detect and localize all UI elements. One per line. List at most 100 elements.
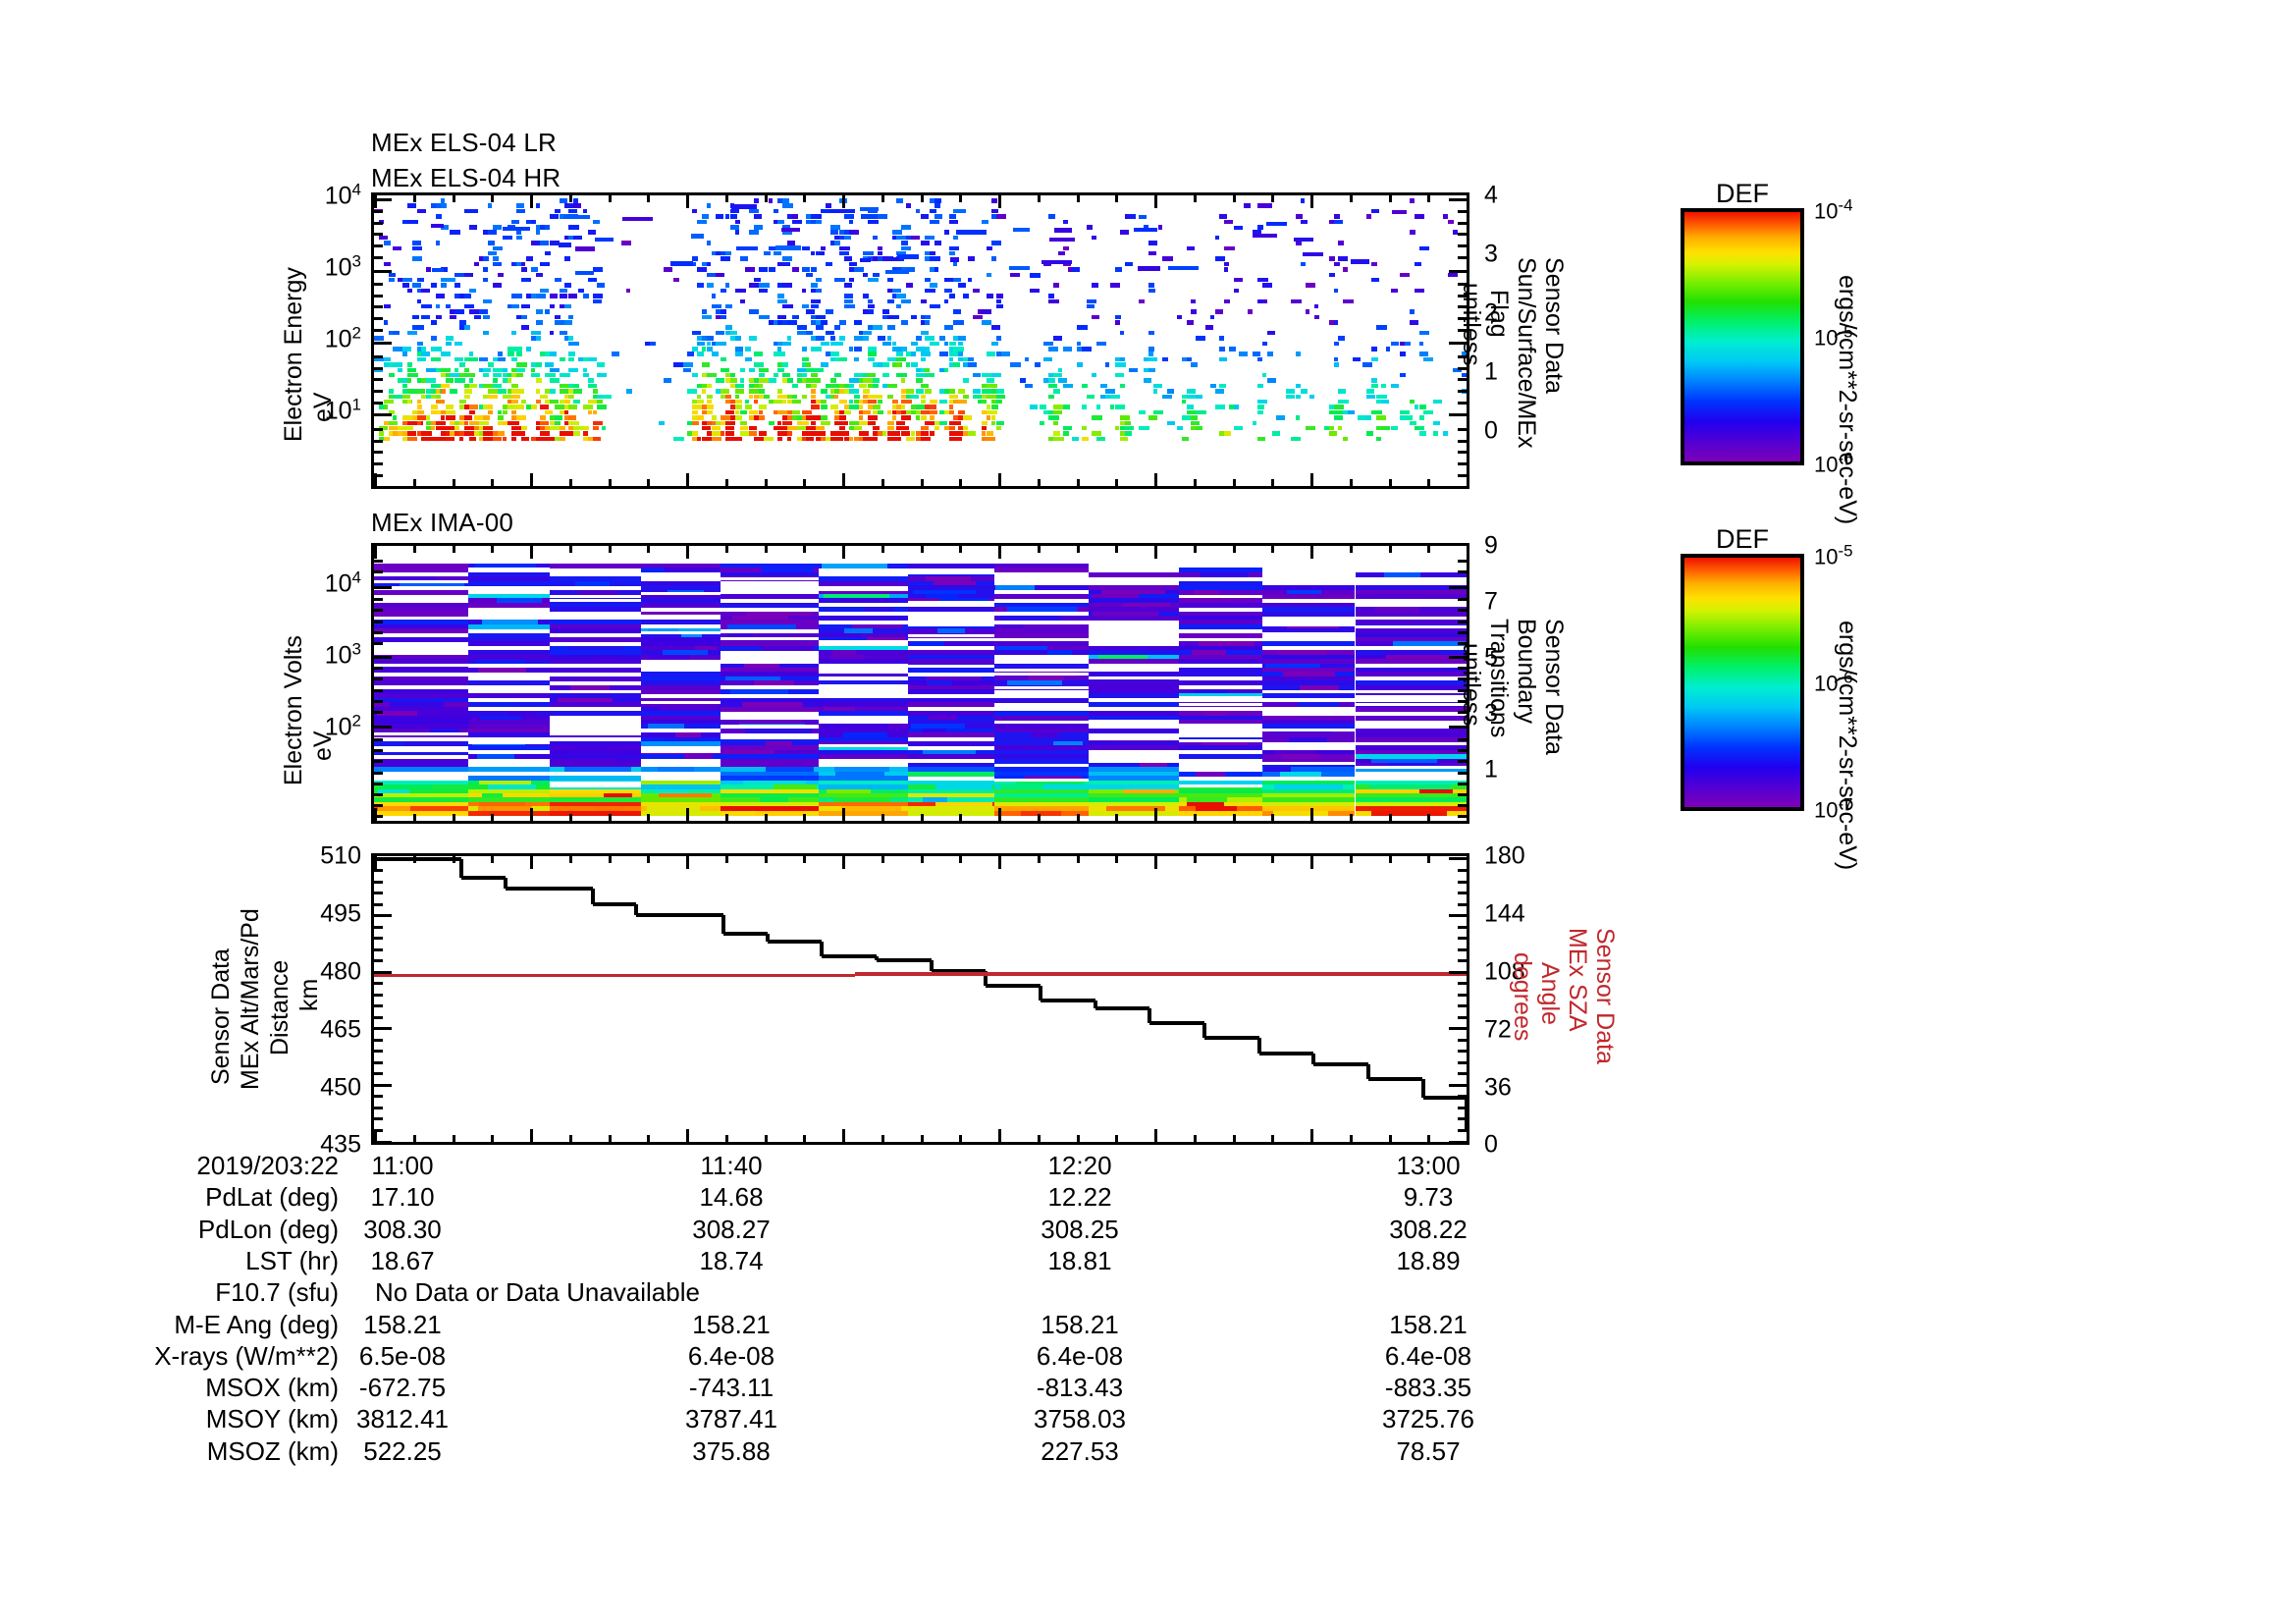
ima-data-cell-sub — [927, 680, 952, 686]
ima-data-cell-sub — [658, 767, 695, 773]
els-data-cell — [787, 394, 797, 400]
tick-bottom-minor — [803, 479, 807, 486]
tick-bottom-minor — [568, 479, 572, 486]
sza-right-caption-line1: Sensor Data — [1591, 928, 1619, 1064]
ima-gap — [467, 568, 551, 570]
els-data-cell — [725, 399, 734, 405]
tick-left — [374, 857, 392, 861]
tick-top-minor — [1232, 195, 1236, 202]
tick-right-minor — [1458, 462, 1467, 466]
els-data-cell — [454, 341, 463, 347]
ima-ytick-1e4: 104 — [324, 568, 361, 598]
els-data-cell — [416, 341, 424, 347]
ima-data-cell-sub — [765, 767, 815, 773]
els-data-cell — [901, 394, 908, 400]
els-data-cell — [820, 389, 828, 394]
ima-data-cell-sub — [1203, 711, 1227, 717]
els-data-cell — [1257, 399, 1268, 405]
ima-data-cell — [374, 763, 468, 768]
els-data-cell — [868, 394, 875, 400]
ima-data-cell — [640, 741, 721, 746]
els-data-cell — [483, 330, 490, 336]
els-data-cell — [468, 356, 478, 362]
colorbar-ima-gradient — [1681, 554, 1804, 811]
els-data-cell — [450, 389, 457, 394]
ima-spectrogram[interactable] — [371, 543, 1469, 824]
els-data-cell — [473, 314, 481, 320]
els-data-cell — [991, 198, 997, 203]
ima-data-cell-sub — [937, 628, 965, 634]
els-data-cell — [886, 298, 895, 304]
els-data-cell — [1409, 420, 1416, 426]
ima-data-cell — [819, 616, 909, 621]
ima-data-cell-sub — [1371, 810, 1448, 816]
tick-top-minor — [1193, 195, 1197, 202]
ima-data-cell — [1179, 667, 1262, 673]
els-data-cell — [431, 283, 437, 288]
els-data-cell — [811, 405, 820, 409]
altitude-plot[interactable] — [371, 853, 1469, 1145]
table-cell: 14.68 — [699, 1182, 764, 1213]
els-data-cell — [891, 415, 897, 420]
els-data-cell — [1433, 420, 1441, 426]
els-spectrogram[interactable] — [371, 192, 1469, 489]
ima-data-cell — [1179, 672, 1262, 677]
tick-top-minor — [959, 546, 963, 553]
els-data-cell — [1129, 214, 1137, 219]
els-data-cell — [478, 383, 486, 389]
ima-data-cell — [1261, 676, 1356, 681]
els-data-cell — [763, 250, 771, 256]
els-data-cell — [1233, 288, 1240, 294]
els-data-cell — [906, 235, 912, 241]
ima-data-cell — [1261, 659, 1356, 665]
els-data-cell — [383, 356, 392, 362]
els-data-cell — [853, 320, 862, 325]
els-data-cell — [483, 367, 491, 373]
ima-data-cell — [720, 792, 819, 798]
els-data-cell — [734, 383, 744, 389]
ima-data-cell-sub — [684, 754, 713, 760]
els-data-cell — [463, 272, 474, 278]
els-data-cell — [1376, 436, 1381, 442]
ima-data-cell — [720, 754, 819, 760]
els-data-cell — [1105, 394, 1113, 400]
els-data-cell — [435, 241, 441, 245]
ima-data-cell — [467, 788, 551, 794]
els-data-cell — [787, 415, 793, 420]
els-data-cell — [431, 336, 438, 341]
table-cell: -883.35 — [1384, 1373, 1472, 1403]
els-data-cell — [1328, 272, 1335, 278]
ima-data-cell — [1088, 680, 1180, 686]
els-data-cell — [483, 415, 490, 420]
ima-data-cell — [908, 571, 995, 577]
els-data-cell — [535, 362, 541, 367]
els-data-cell — [1048, 372, 1058, 378]
els-data-cell — [1196, 425, 1202, 431]
els-rtick-1: 1 — [1484, 357, 1498, 386]
els-data-cell — [435, 436, 442, 442]
els-data-cell — [502, 367, 508, 373]
els-data-cell — [559, 294, 567, 298]
els-data-cell — [1414, 425, 1420, 431]
ima-data-cell — [550, 801, 641, 807]
els-data-cell — [1043, 356, 1053, 362]
table-row-message: No Data or Data Unavailable — [375, 1277, 700, 1308]
els-data-cell — [1186, 245, 1195, 251]
els-data-cell — [834, 235, 840, 241]
tick-top-minor — [998, 195, 1001, 202]
table-cell: 78.57 — [1396, 1435, 1461, 1466]
els-data-cell — [801, 245, 811, 251]
els-data-cell — [1266, 378, 1277, 383]
tick-right — [1449, 341, 1467, 345]
ima-data-cell — [994, 792, 1089, 798]
table-cell: 308.30 — [363, 1214, 442, 1244]
alt-riser — [503, 878, 507, 890]
els-data-cell — [1072, 436, 1080, 442]
els-data-cell — [493, 378, 498, 383]
els-data-cell — [525, 347, 531, 352]
tick-bottom-minor — [1232, 1135, 1236, 1142]
els-data-cell-high — [1134, 227, 1157, 233]
els-data-cell — [721, 389, 730, 394]
els-data-cell — [1119, 436, 1129, 442]
els-data-cell — [454, 378, 465, 383]
